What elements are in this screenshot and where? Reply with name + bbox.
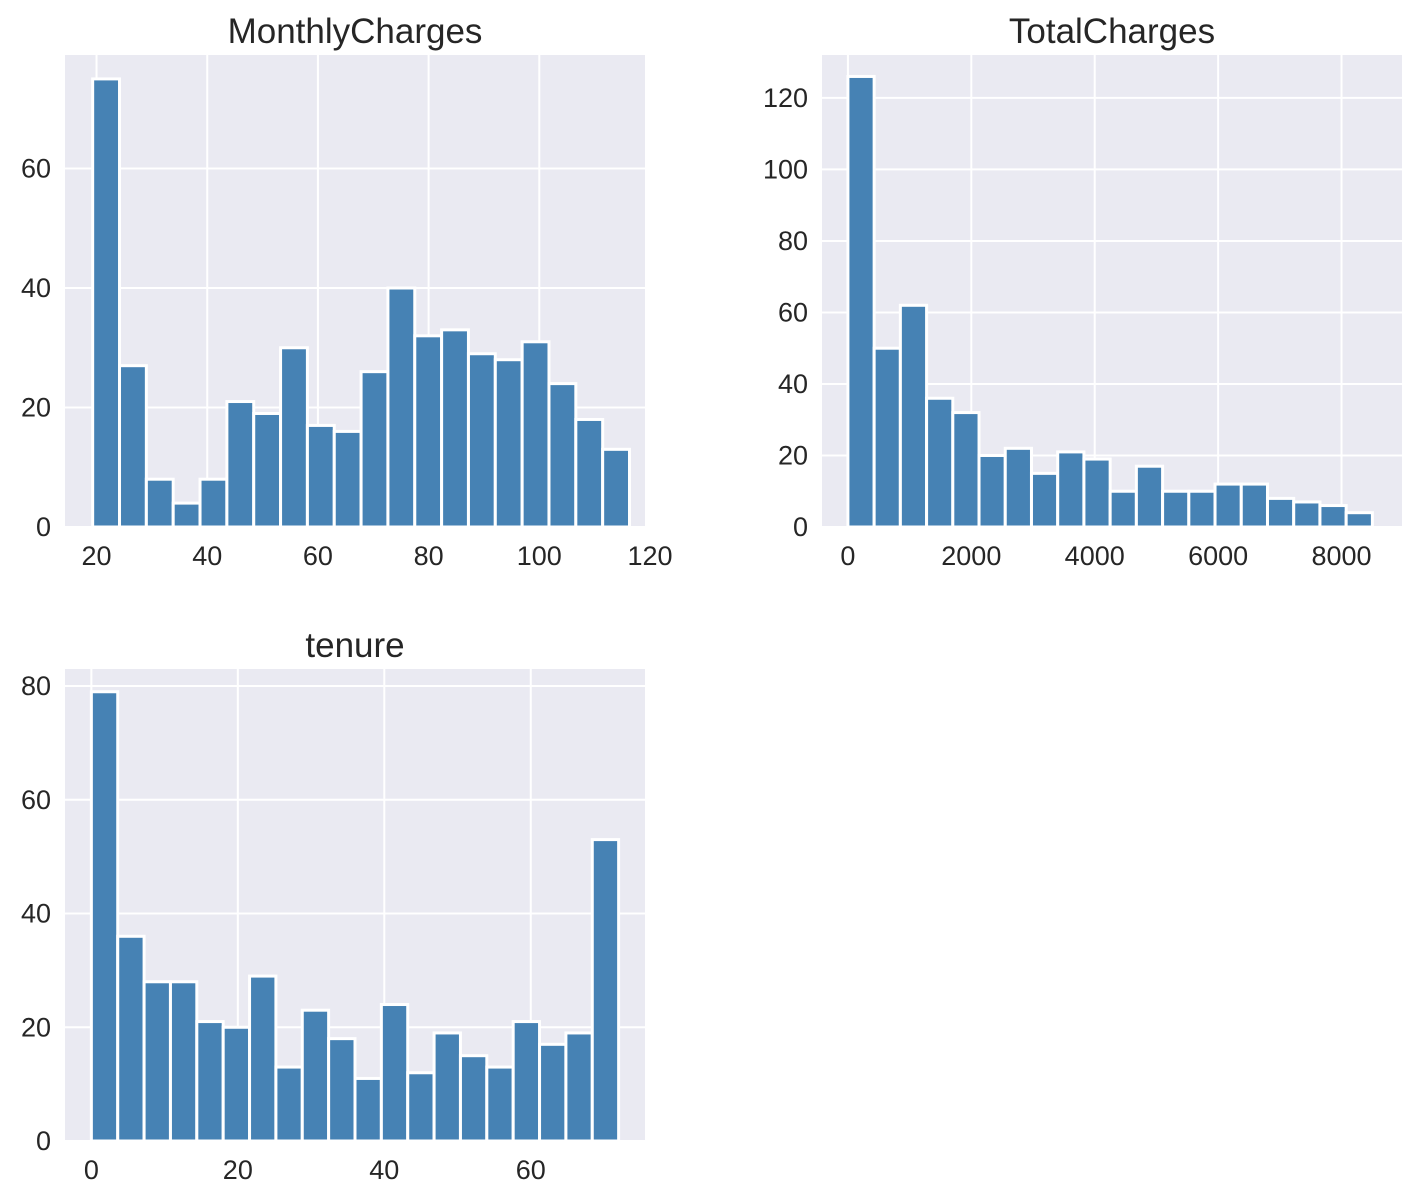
histogram-bar bbox=[1344, 511, 1374, 529]
x-tick-label: 20 bbox=[223, 1155, 253, 1185]
histogram-bar bbox=[1108, 489, 1138, 529]
x-tick-label: 60 bbox=[303, 541, 333, 571]
x-tick-label: 8000 bbox=[1311, 541, 1371, 571]
histogram-bar bbox=[1029, 471, 1060, 529]
histogram-bar bbox=[601, 447, 632, 529]
y-tick-label: 40 bbox=[21, 899, 51, 929]
y-tick-label: 60 bbox=[21, 785, 51, 815]
y-tick-label: 80 bbox=[778, 226, 808, 256]
y-tick-label: 0 bbox=[36, 1126, 51, 1156]
chart-title: MonthlyCharges bbox=[228, 12, 483, 51]
histogram-bar bbox=[511, 1020, 542, 1143]
y-tick-label: 40 bbox=[778, 369, 808, 399]
y-tick-label: 40 bbox=[21, 273, 51, 303]
histogram-bar bbox=[305, 423, 336, 529]
x-tick-label: 120 bbox=[627, 541, 672, 571]
histogram-bar bbox=[300, 1008, 331, 1143]
x-tick-label: 20 bbox=[82, 541, 112, 571]
histogram-bar bbox=[413, 334, 444, 529]
histogram-bar bbox=[1239, 482, 1269, 529]
histogram-bar bbox=[1134, 464, 1165, 529]
histogram-bar bbox=[274, 1065, 304, 1143]
x-tick-label: 4000 bbox=[1065, 541, 1125, 571]
histogram-bar bbox=[359, 370, 390, 529]
histogram-bar bbox=[118, 364, 148, 529]
histogram-bar bbox=[432, 1031, 462, 1143]
histogram-bar bbox=[379, 1003, 410, 1143]
histogram-bar bbox=[547, 382, 578, 529]
y-tick-label: 60 bbox=[778, 297, 808, 327]
histogram-bar bbox=[925, 396, 955, 529]
histogram-bar bbox=[221, 1025, 252, 1143]
histogram-bar bbox=[538, 1042, 568, 1143]
histogram-bar bbox=[1161, 489, 1191, 529]
histogram-bar bbox=[1213, 482, 1243, 529]
chart-title: TotalCharges bbox=[1009, 12, 1215, 51]
histogram-bar bbox=[332, 429, 363, 529]
histogram-bar bbox=[1187, 489, 1217, 529]
x-tick-label: 2000 bbox=[941, 541, 1001, 571]
histogram-bar bbox=[386, 286, 417, 529]
histogram-bar bbox=[195, 1020, 225, 1143]
x-tick-label: 80 bbox=[414, 541, 444, 571]
chart-title: tenure bbox=[305, 626, 404, 665]
histogram-bar bbox=[564, 1031, 594, 1143]
histogram-bar bbox=[252, 411, 283, 529]
histogram-bar bbox=[116, 934, 146, 1143]
histogram-bar bbox=[898, 303, 929, 529]
histogram-bar bbox=[493, 358, 524, 529]
histogram-bar bbox=[1082, 457, 1112, 529]
x-tick-label: 40 bbox=[192, 541, 222, 571]
histogram-bar bbox=[144, 477, 175, 529]
histogram-bar bbox=[279, 346, 309, 529]
histogram-bar bbox=[1003, 446, 1033, 529]
y-tick-label: 120 bbox=[763, 83, 808, 113]
histogram-bar bbox=[198, 477, 229, 529]
histogram-bar bbox=[485, 1065, 515, 1143]
histogram-bar bbox=[872, 346, 902, 529]
x-tick-label: 6000 bbox=[1188, 541, 1248, 571]
y-tick-label: 80 bbox=[21, 671, 51, 701]
y-tick-label: 20 bbox=[21, 1012, 51, 1042]
histogram-bar bbox=[406, 1071, 436, 1143]
x-tick-label: 60 bbox=[516, 1155, 546, 1185]
x-tick-label: 0 bbox=[840, 541, 855, 571]
y-tick-label: 20 bbox=[778, 440, 808, 470]
histogram-bar bbox=[1265, 496, 1296, 529]
tenure-histogram: 0 20 40 60 80 0 20 40 60 tenure bbox=[21, 626, 645, 1185]
histogram-bar bbox=[846, 74, 876, 529]
totalcharges-histogram: 0 20 40 60 80 100 120 0 2000 4000 6000 8000 TotalCha… bbox=[763, 12, 1402, 571]
x-tick-label: 0 bbox=[84, 1155, 99, 1185]
histogram-bar bbox=[1056, 450, 1086, 529]
histogram-bar bbox=[91, 77, 122, 529]
histogram-bar bbox=[248, 974, 278, 1143]
histogram-bar bbox=[977, 453, 1007, 529]
histogram-bar bbox=[458, 1054, 489, 1143]
histogram-bar bbox=[1318, 504, 1348, 529]
histogram-bar bbox=[466, 352, 497, 529]
y-tick-label: 20 bbox=[21, 393, 51, 423]
histogram-bar bbox=[171, 501, 202, 529]
y-tick-label: 0 bbox=[793, 512, 808, 542]
x-tick-label: 40 bbox=[369, 1155, 399, 1185]
y-tick-label: 60 bbox=[21, 154, 51, 184]
histogram-bar bbox=[1292, 500, 1322, 529]
x-tick-label: 100 bbox=[517, 541, 562, 571]
monthlycharges-histogram: 0 20 40 60 20 40 60 80 100 120 MonthlyCharges bbox=[21, 12, 673, 571]
histogram-bar bbox=[590, 838, 621, 1143]
histogram-bar bbox=[520, 340, 551, 529]
histogram-bar bbox=[353, 1076, 383, 1143]
histogram-bar bbox=[89, 690, 120, 1143]
y-tick-label: 100 bbox=[763, 154, 808, 184]
histogram-bar bbox=[951, 411, 981, 529]
y-tick-label: 0 bbox=[36, 512, 51, 542]
histogram-bar bbox=[168, 980, 199, 1143]
histogram-bar bbox=[142, 980, 172, 1143]
histogram-bar bbox=[574, 417, 605, 529]
histogram-bar bbox=[440, 328, 470, 529]
histogram-bar bbox=[327, 1037, 357, 1143]
histogram-bar bbox=[225, 400, 256, 529]
